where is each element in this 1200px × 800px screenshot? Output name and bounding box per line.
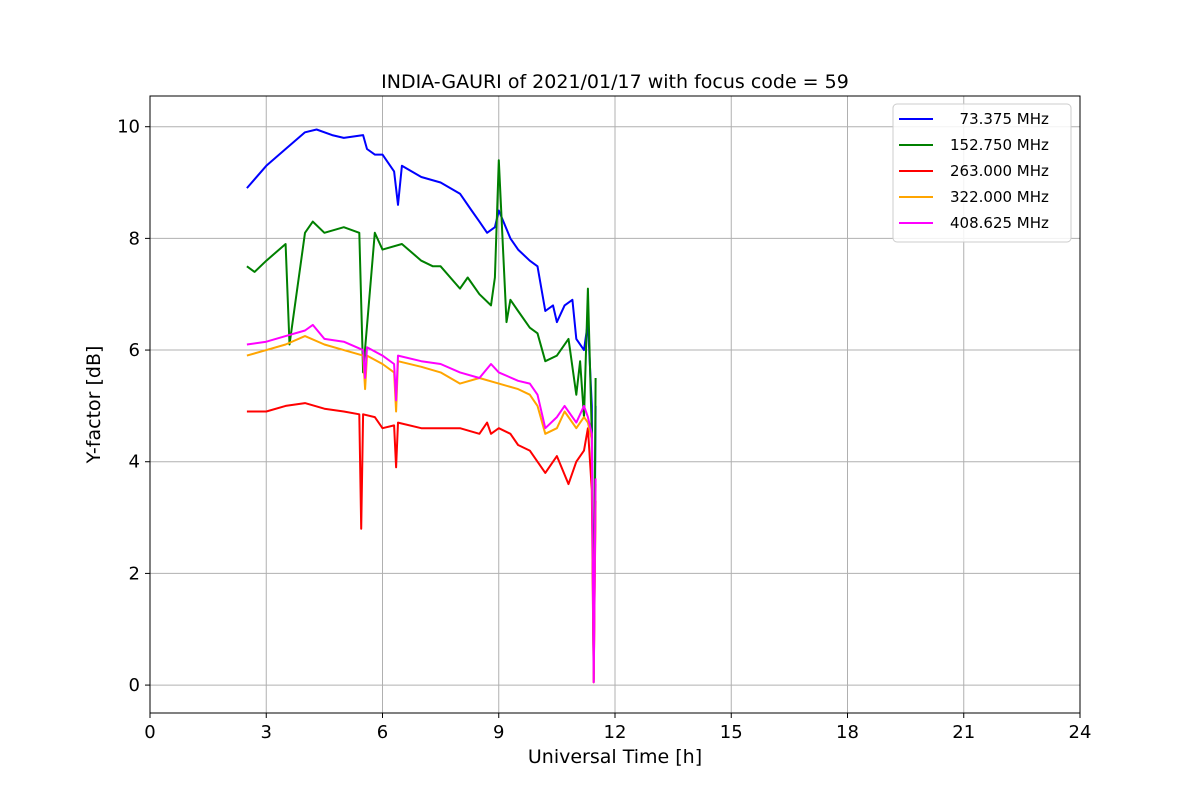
y-tick-label: 0	[129, 675, 140, 696]
y-axis-label: Y-factor [dB]	[83, 346, 105, 465]
x-axis-label: Universal Time [h]	[528, 746, 702, 768]
legend-label: 73.375 MHz	[950, 110, 1049, 128]
legend-label: 322.000 MHz	[950, 188, 1049, 206]
x-tick-label: 12	[604, 722, 627, 743]
x-tick-label: 6	[377, 722, 388, 743]
series-line-2	[246, 402, 597, 684]
y-tick-label: 10	[117, 117, 140, 138]
x-tick-label: 24	[1069, 722, 1092, 743]
x-tick-label: 9	[493, 722, 504, 743]
x-tick-label: 0	[144, 722, 155, 743]
y-tick-label: 2	[129, 563, 140, 584]
series-layer	[246, 128, 597, 684]
legend-label: 152.750 MHz	[950, 136, 1049, 154]
x-tick-label: 21	[952, 722, 975, 743]
series-line-3	[246, 335, 597, 684]
y-tick-label: 8	[129, 228, 140, 249]
x-tick-label: 3	[261, 722, 272, 743]
series-line-4	[246, 323, 597, 684]
y-tick-label: 4	[129, 452, 140, 473]
legend-box	[892, 103, 1072, 243]
x-tick-label: 15	[720, 722, 743, 743]
legend: 73.375 MHz 152.750 MHz 263.000 MHz 322.000 …	[892, 103, 1072, 243]
chart-title: INDIA-GAURI of 2021/01/17 with focus cod…	[381, 71, 849, 93]
legend-label: 408.625 MHz	[950, 214, 1049, 232]
series-line-0	[246, 128, 597, 681]
y-tick-label: 6	[129, 340, 140, 361]
x-tick-label: 18	[836, 722, 859, 743]
legend-label: 263.000 MHz	[950, 162, 1049, 180]
series-line-1	[246, 159, 597, 675]
